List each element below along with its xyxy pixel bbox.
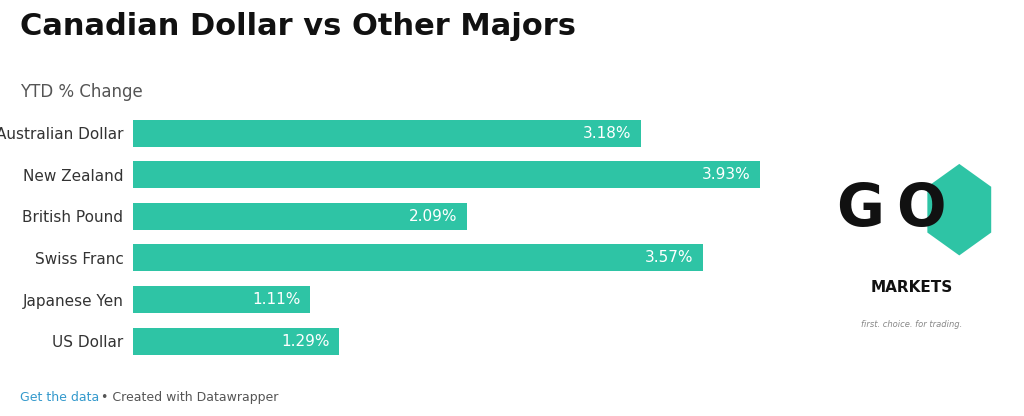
Bar bbox=[133, 244, 702, 271]
Bar bbox=[133, 328, 339, 354]
Text: 1.11%: 1.11% bbox=[252, 292, 301, 307]
Text: Canadian Dollar vs Other Majors: Canadian Dollar vs Other Majors bbox=[20, 12, 577, 42]
Text: O: O bbox=[896, 181, 945, 238]
Text: G: G bbox=[836, 181, 884, 238]
Text: MARKETS: MARKETS bbox=[870, 280, 952, 295]
Text: YTD % Change: YTD % Change bbox=[20, 83, 143, 101]
Bar bbox=[133, 119, 640, 146]
Bar bbox=[133, 161, 760, 188]
Text: 3.18%: 3.18% bbox=[583, 126, 631, 141]
Text: first. choice. for trading.: first. choice. for trading. bbox=[861, 319, 962, 329]
Text: 2.09%: 2.09% bbox=[409, 209, 457, 224]
Text: 1.29%: 1.29% bbox=[281, 334, 330, 349]
Bar bbox=[133, 203, 467, 230]
Text: 3.57%: 3.57% bbox=[645, 250, 693, 265]
Text: Get the data: Get the data bbox=[20, 391, 99, 404]
Text: 3.93%: 3.93% bbox=[701, 167, 751, 182]
Text: • Created with Datawrapper: • Created with Datawrapper bbox=[97, 391, 279, 404]
Bar bbox=[133, 286, 310, 313]
